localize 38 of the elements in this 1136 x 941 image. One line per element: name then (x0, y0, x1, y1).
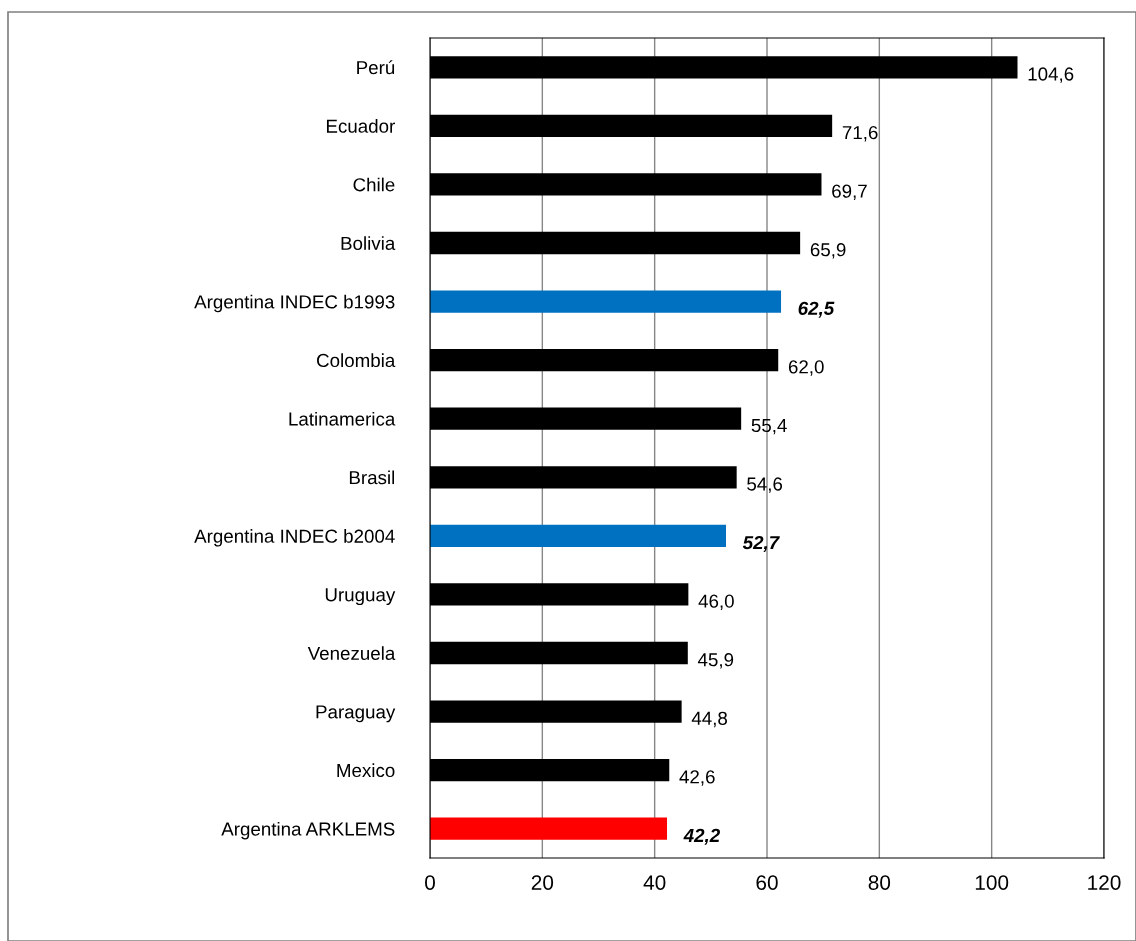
bar (430, 290, 782, 313)
data-label: 42,2 (683, 828, 720, 845)
y-tick-label: Venezuela (307, 646, 396, 660)
data-label: 62,0 (788, 360, 824, 376)
data-label: 104,6 (1028, 67, 1074, 83)
x-tick-label: 0 (425, 875, 435, 890)
data-label: 54,6 (747, 477, 783, 493)
data-label: 42,6 (679, 770, 715, 786)
data-label: 46,0 (698, 594, 734, 611)
x-tick-label: 20 (531, 875, 554, 890)
data-label: 69,7 (832, 184, 867, 201)
y-tick-label: Perú (357, 60, 395, 75)
y-tick-label: Colombia (317, 353, 396, 368)
x-tick-label: 40 (643, 875, 666, 890)
y-tick-label: Argentina INDEC b1993 (194, 294, 395, 313)
data-label: 65,9 (810, 243, 846, 259)
x-tick-label: 100 (975, 875, 1009, 890)
data-label: 71,6 (842, 125, 878, 142)
y-tick-label: Latinamerica (289, 411, 396, 426)
data-label: 62,5 (798, 301, 835, 318)
y-tick-label: Argentina INDEC b2004 (194, 529, 395, 547)
x-tick-label: 80 (868, 875, 891, 890)
y-tick-label: Chile (353, 177, 395, 192)
bar (430, 817, 668, 840)
y-tick-label: Ecuador (326, 119, 395, 133)
data-label: 52,7 (742, 535, 780, 552)
y-tick-label: Brasil (349, 470, 395, 485)
y-tick-label: Paraguay (316, 705, 396, 723)
data-label: 55,4 (751, 419, 787, 435)
x-tick-label: 120 (1088, 875, 1121, 890)
y-tick-label: Bolivia (341, 236, 396, 250)
data-label: 45,9 (697, 653, 734, 669)
x-tick-label: 60 (756, 875, 778, 890)
bar (430, 524, 726, 547)
y-tick-label: Uruguay (325, 588, 396, 606)
data-label: 44,8 (691, 711, 728, 728)
y-tick-label: Mexico (337, 763, 395, 778)
y-tick-label: Argentina ARKLEMS (221, 821, 395, 840)
